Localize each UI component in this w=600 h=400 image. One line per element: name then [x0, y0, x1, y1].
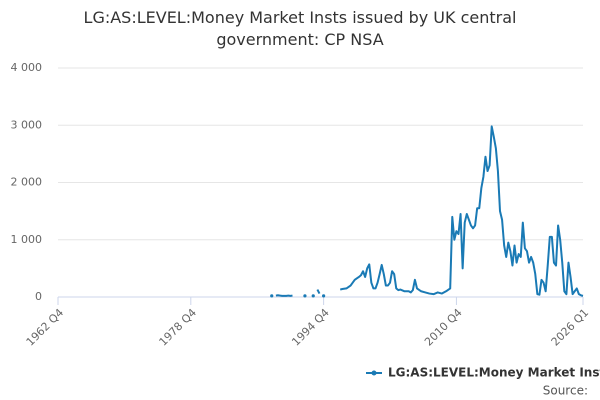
x-tick-label: 2010 Q4	[422, 306, 465, 349]
data-point	[303, 294, 307, 298]
y-tick-label: 1 000	[11, 233, 43, 246]
data-line	[275, 125, 584, 297]
x-tick-label: 2026 Q1	[549, 306, 592, 349]
y-tick-label: 3 000	[11, 118, 43, 131]
source: Source:	[543, 384, 588, 398]
legend-label: LG:AS:LEVEL:Money Market Insts issued by…	[388, 366, 600, 380]
data-point	[270, 294, 274, 298]
x-tick-label: 1962 Q4	[24, 306, 67, 349]
chart-title: LG:AS:LEVEL:Money Market Insts issued by…	[84, 8, 517, 49]
x-tick-label: 1994 Q4	[289, 306, 332, 349]
legend-marker	[371, 370, 377, 376]
data-point	[311, 294, 315, 298]
y-tick-label: 2 000	[11, 176, 43, 189]
y-tick-label: 4 000	[11, 61, 43, 74]
y-tick-label: 0	[35, 290, 42, 303]
x-tick-label: 1978 Q4	[157, 306, 200, 349]
data-point	[322, 294, 326, 298]
